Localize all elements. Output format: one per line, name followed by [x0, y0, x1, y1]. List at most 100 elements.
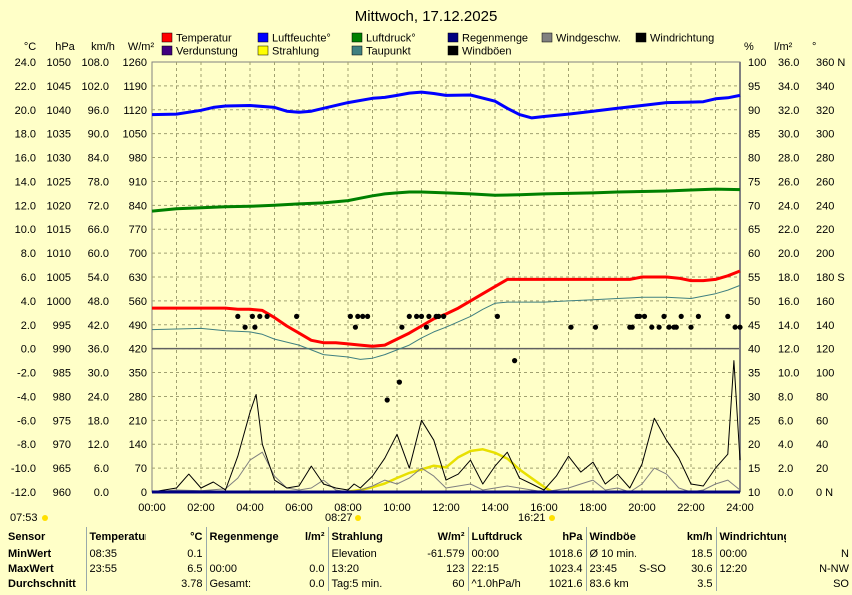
tick-label-rad: 1190	[123, 81, 147, 93]
wind-direction-point	[414, 313, 420, 319]
series-taupunkt-line	[151, 284, 741, 360]
x-tick-label: 06:00	[285, 502, 313, 514]
tick-label-hum: 50	[748, 296, 760, 308]
tick-label-rain: 6.0	[778, 415, 793, 427]
tick-label-rad: 350	[129, 368, 147, 380]
tick-label-hum: 40	[748, 344, 760, 356]
sunset-marker	[549, 515, 555, 521]
tick-label-rain: 20.0	[778, 248, 799, 260]
dir-value: N-NW	[819, 562, 849, 575]
hdr-dir: Windrichtung	[715, 527, 786, 546]
tick-label-dir: 80	[816, 391, 828, 403]
tick-label-press: 1025	[47, 176, 71, 188]
stats-row-avg: Durchschnitt 3.78 Gesamt: 0.0 Tag:5 min.…	[0, 576, 852, 591]
gust-label: Ø 10 min.	[585, 546, 636, 561]
wind-direction-point	[352, 324, 358, 330]
tick-label-rain: 32.0	[778, 105, 799, 117]
dir-time	[715, 576, 786, 591]
tick-label-wind: 48.0	[88, 296, 109, 308]
tick-label-rain: 18.0	[778, 272, 799, 284]
wind-direction-point	[355, 313, 361, 319]
tick-label-press: 1035	[47, 129, 71, 141]
tick-label-wind: 96.0	[88, 105, 109, 117]
row-label: Durchschnitt	[8, 577, 76, 590]
hdr-rad-unit: W/m²	[437, 530, 465, 543]
tick-label-dir: 300	[816, 129, 834, 141]
legend-swatch	[161, 32, 173, 43]
gust-label: 83.6 km	[585, 576, 636, 591]
rad-value: 60	[452, 577, 465, 590]
tick-label-hum: 85	[748, 129, 760, 141]
stats-row-min: MinWert 08:35 0.1 Elevation -61.579 00:0…	[0, 546, 852, 561]
tick-label-hum: 95	[748, 81, 760, 93]
tick-label-rain: 10.0	[778, 368, 799, 380]
tick-label-dir: 360 N	[816, 57, 845, 69]
series-luftfeuchte-line	[151, 90, 741, 120]
legend-swatch	[257, 45, 269, 56]
tick-label-dir: 320	[816, 105, 834, 117]
tick-label-temp: 24.0	[15, 57, 36, 69]
tick-label-hum: 60	[748, 248, 760, 260]
gust-dir	[636, 546, 676, 561]
hdr-rad: Strahlung	[327, 527, 398, 546]
press-time: 22:15	[467, 561, 528, 576]
hdr-gust-unit: km/h	[686, 530, 713, 543]
noon-marker	[355, 515, 361, 521]
rad-value: -61.579	[427, 547, 465, 560]
tick-label-hum: 15	[748, 463, 760, 475]
series-windgeschw-line	[151, 451, 741, 493]
tick-label-dir: 140	[816, 320, 834, 332]
legend-swatch	[257, 32, 269, 43]
wind-direction-point	[418, 313, 425, 319]
tick-label-press: 960	[53, 487, 71, 499]
tick-label-rad: 70	[135, 463, 147, 475]
weather-chart: Mittwoch, 17.12.2025 Temperatur Luftfeuch…	[10, 8, 845, 524]
hdr-gust: Windböen	[585, 527, 636, 546]
wind-direction-point	[396, 379, 402, 385]
temp-value: 6.5	[187, 562, 203, 575]
series-strahlung-line	[345, 448, 554, 494]
tick-label-rain: 2.0	[778, 463, 793, 475]
wind-direction-point	[294, 313, 300, 319]
legend-swatch	[447, 45, 459, 56]
temp-time: 08:35	[85, 546, 146, 561]
tick-label-dir: 0 N	[816, 487, 833, 499]
sunrise-marker	[42, 515, 48, 521]
legend-label: Temperatur	[176, 33, 232, 45]
press-value: 1018.6	[548, 547, 583, 560]
grid	[152, 62, 741, 492]
tick-label-temp: -8.0	[17, 439, 36, 451]
tick-label-press: 1030	[47, 153, 71, 165]
sunset-label: 16:21	[518, 512, 546, 524]
tick-label-rain: 30.0	[778, 129, 799, 141]
tick-label-press: 1040	[47, 105, 71, 117]
axis-unit-hum: %	[744, 41, 754, 53]
wind-direction-point	[257, 313, 263, 319]
hdr-sensor: Sensor	[8, 530, 46, 543]
tick-label-hum: 55	[748, 272, 760, 284]
rad-label: Tag:5 min.	[327, 576, 398, 591]
hdr-press-unit: hPa	[562, 530, 583, 543]
wind-direction-point	[242, 324, 248, 330]
rain-time	[205, 546, 286, 561]
hdr-temp-unit: °C	[190, 530, 203, 543]
tick-label-rain: 8.0	[778, 391, 793, 403]
gust-value: 18.5	[691, 547, 713, 560]
tick-label-wind: 108.0	[81, 57, 109, 69]
x-axis-labels: 00:00 02:00 04:00 06:00 08:00 10:00 12:00 14:00…	[10, 502, 754, 524]
axis-unit-temp: °C	[24, 41, 36, 53]
x-tick-label: 24:00	[726, 502, 754, 514]
tick-label-rad: 1050	[123, 129, 147, 141]
axis-unit-press: hPa	[55, 41, 75, 53]
wind-direction-point	[441, 313, 447, 319]
wind-direction-point	[365, 313, 371, 319]
hdr-rain-unit: l/m²	[304, 530, 325, 543]
gust-dir	[636, 576, 676, 591]
legend-label: Luftdruck°	[366, 33, 416, 45]
dir-value: N	[841, 547, 849, 560]
tick-label-wind: 42.0	[88, 320, 109, 332]
x-tick-label: 12:00	[432, 502, 460, 514]
tick-label-rain: 24.0	[778, 200, 799, 212]
wind-direction-point	[592, 324, 599, 330]
tick-label-rad: 210	[129, 415, 147, 427]
